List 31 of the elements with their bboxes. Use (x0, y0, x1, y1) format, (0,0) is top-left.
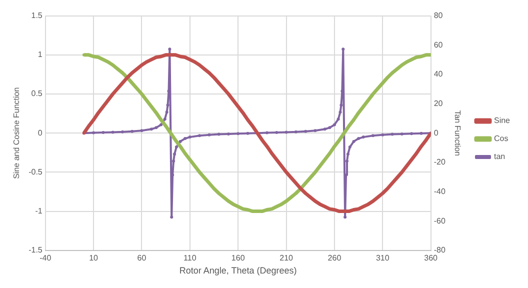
y2-tick-label: -40 (434, 186, 446, 196)
y-axis-title: Sine and Cosine Function (12, 87, 22, 179)
y2-axis-title: Tan Function (452, 110, 462, 156)
y2-tick-label: 0 (434, 128, 439, 138)
x-tick-label: 210 (280, 253, 294, 262)
y-tick-label: 0.5 (31, 89, 43, 98)
x-tick-label: 310 (376, 253, 390, 262)
x-tick-label: 160 (231, 253, 246, 262)
y2-tick-label: -20 (434, 158, 446, 167)
y2-tick-label: 20 (434, 98, 444, 108)
x-axis-title: Rotor Angle, Theta (Degrees) (179, 265, 297, 276)
y2-tick-label: 60 (434, 40, 444, 50)
legend-label: tan (494, 152, 506, 162)
y2-tick-label: -60 (434, 216, 446, 226)
x-tick-label: 360 (424, 253, 438, 262)
x-tick-label: -40 (40, 253, 52, 262)
x-tick-label: 260 (328, 253, 342, 262)
y-tick-label: 1 (38, 50, 43, 60)
x-tick-label: 10 (89, 253, 99, 262)
y2-tick-label: 80 (434, 11, 444, 20)
y-tick-label: 0 (38, 128, 43, 138)
y-tick-label: -1 (35, 206, 43, 216)
x-tick-label: 60 (137, 253, 147, 262)
y-tick-label: -0.5 (28, 167, 43, 176)
legend-label: Cos (494, 134, 508, 144)
y-tick-label: -1.5 (28, 246, 43, 255)
y2-tick-label: -80 (434, 246, 446, 255)
x-tick-label: 110 (184, 253, 197, 262)
legend-label: Sine (494, 116, 511, 126)
y-tick-label: 1.5 (31, 11, 43, 20)
y2-tick-label: 40 (434, 70, 444, 79)
